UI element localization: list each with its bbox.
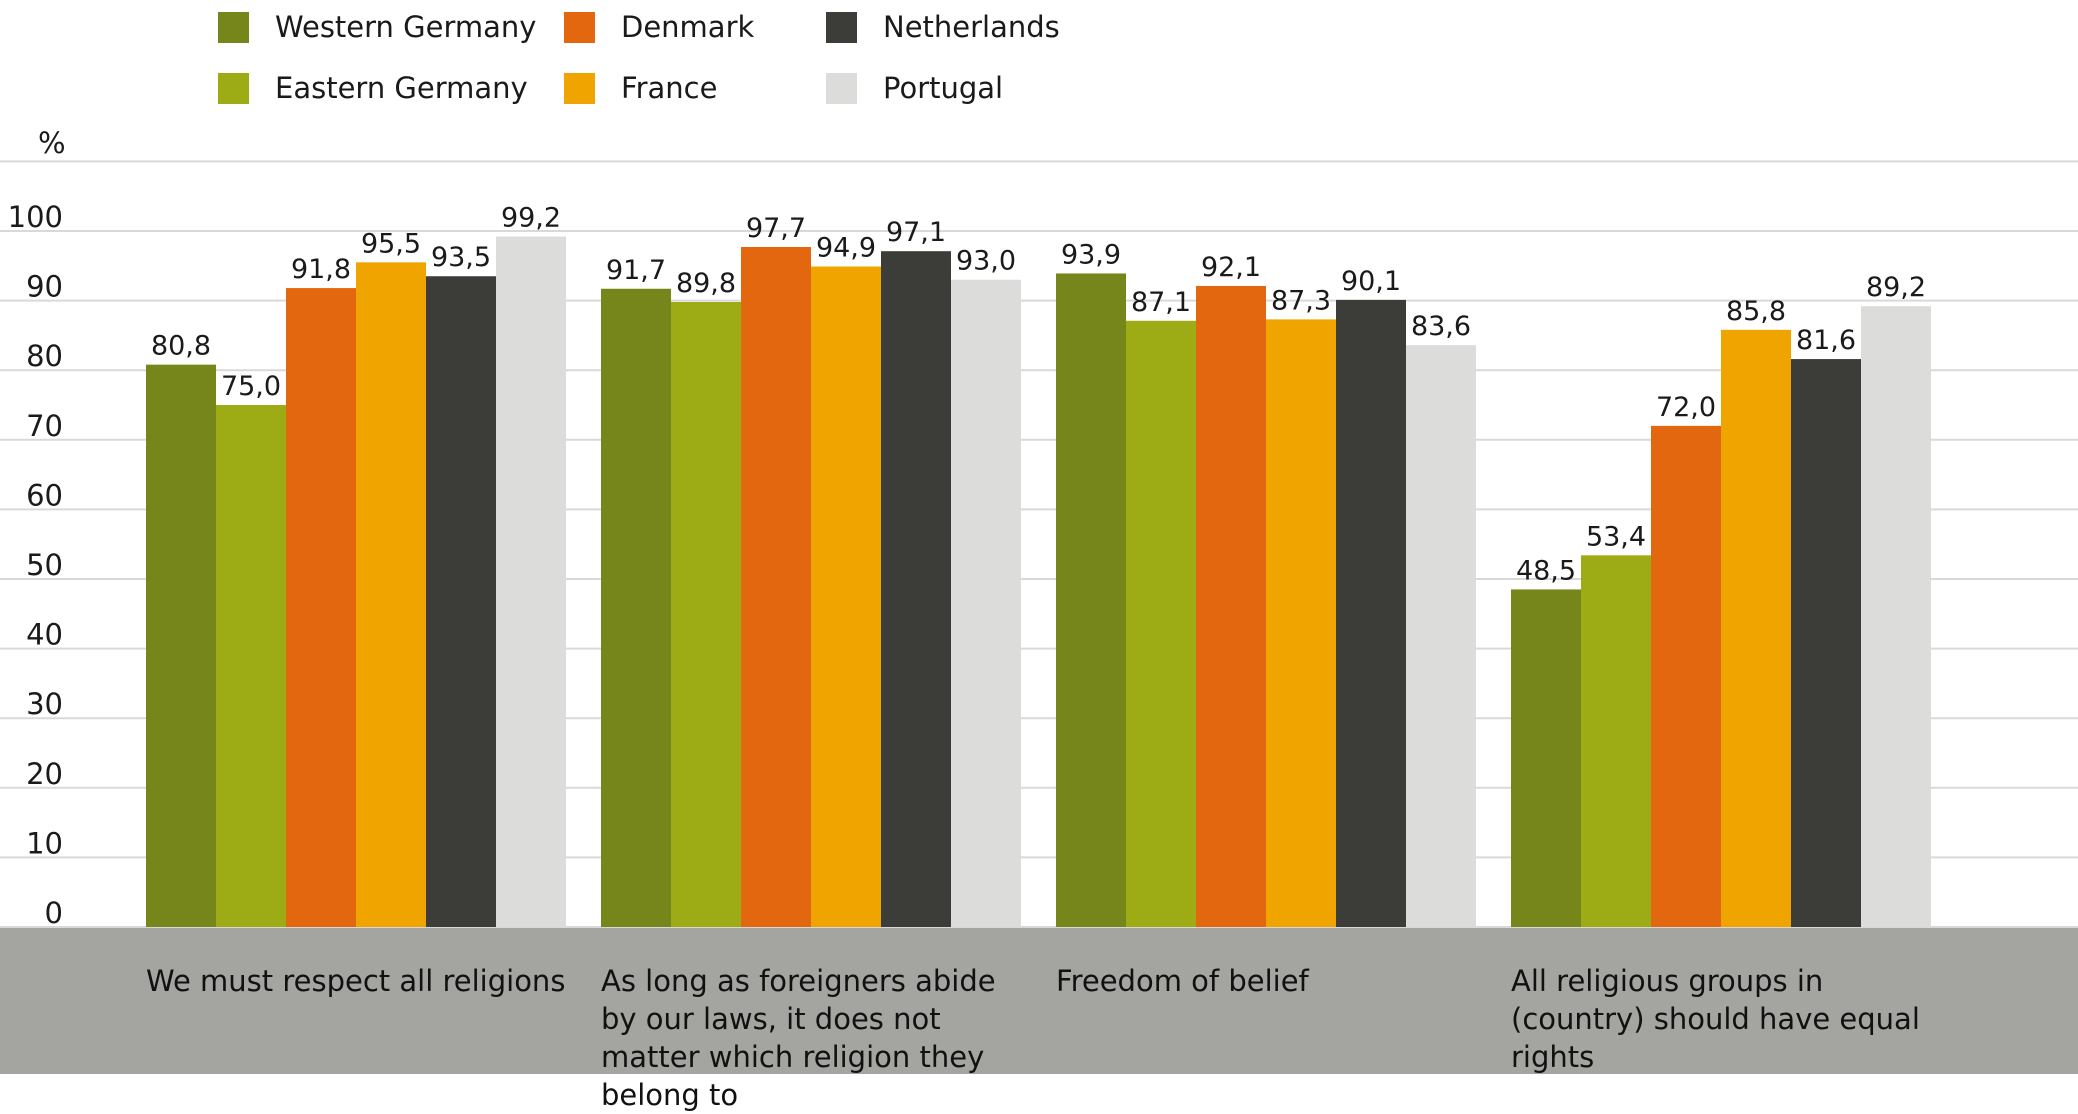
legend-swatch (218, 72, 249, 104)
x-axis-band (0, 927, 2078, 1074)
bar (286, 288, 356, 927)
bar (951, 279, 1021, 928)
y-tick-label: 20 (26, 757, 63, 791)
data-label: 93,0 (956, 246, 1016, 277)
bar (496, 236, 566, 927)
data-label: 97,7 (746, 213, 806, 244)
legend-item: Netherlands (826, 10, 1060, 44)
legend-swatch (826, 11, 857, 43)
bar (1511, 589, 1581, 927)
data-label: 87,1 (1131, 287, 1191, 318)
legend-swatch (826, 72, 857, 104)
legend-item: Denmark (564, 10, 754, 44)
data-label: 48,5 (1516, 555, 1576, 586)
legend-swatch (564, 72, 595, 104)
y-tick-label: 50 (26, 548, 63, 582)
legend-label: Netherlands (883, 10, 1060, 44)
bar (1056, 273, 1126, 927)
x-category-label: As long as foreigners abide by our laws,… (601, 964, 996, 1112)
bar (216, 405, 286, 927)
data-label: 93,5 (431, 242, 491, 273)
y-tick-label: 0 (45, 896, 63, 930)
bar (1581, 555, 1651, 927)
bar (881, 251, 951, 927)
bar (356, 262, 426, 927)
data-labels: 80,8 91,7 93,9 48,5 75,0 89,8 87,1 53,4 91,8 97,7… (151, 203, 1926, 587)
bar (1126, 320, 1196, 927)
x-category-label: Freedom of belief (1056, 964, 1309, 998)
data-label: 75,0 (221, 371, 281, 402)
bars (146, 236, 1931, 928)
data-label: 97,1 (886, 217, 946, 248)
legend-label: France (621, 71, 718, 105)
bar (1196, 285, 1266, 927)
data-label: 90,1 (1341, 266, 1401, 297)
x-category-label: All religious groups in (country) should… (1511, 964, 1920, 1074)
data-label: 53,4 (1586, 521, 1646, 552)
legend-item: Portugal (826, 71, 1003, 105)
bar (671, 301, 741, 927)
legend-item: Eastern Germany (218, 71, 528, 105)
y-tick-label: 70 (26, 409, 63, 443)
legend-label: Denmark (621, 10, 755, 44)
legend-swatch (218, 11, 249, 43)
legend-label: Eastern Germany (275, 71, 528, 105)
bar (601, 288, 671, 927)
y-tick-label: 10 (26, 826, 63, 860)
data-label: 92,1 (1201, 252, 1261, 283)
legend-label: Western Germany (275, 10, 537, 44)
y-tick-label: 60 (26, 478, 63, 512)
legend-swatch (564, 11, 595, 43)
y-tick-label: 80 (26, 339, 63, 373)
bar-chart: 0 10 20 30 40 50 60 70 80 90 100 % 80,8 91,7 93,9 48,… (0, 126, 2078, 1074)
data-label: 81,6 (1796, 325, 1856, 356)
legend-item: France (564, 71, 717, 105)
y-axis-ticks: 0 10 20 30 40 50 60 70 80 90 100 (8, 200, 63, 930)
legend-item: Western Germany (218, 10, 536, 44)
y-axis-label: % (38, 126, 66, 160)
bar (426, 276, 496, 927)
y-tick-label: 100 (8, 200, 63, 234)
data-label: 80,8 (151, 331, 211, 362)
bar (1266, 319, 1336, 928)
bar (1791, 359, 1861, 928)
bar (1406, 345, 1476, 927)
data-label: 72,0 (1656, 392, 1716, 423)
data-label: 85,8 (1726, 296, 1786, 327)
y-tick-label: 90 (26, 270, 63, 304)
legend-label: Portugal (883, 71, 1004, 105)
data-label: 99,2 (501, 203, 561, 234)
y-tick-label: 40 (26, 618, 63, 652)
bar (741, 247, 811, 927)
bar (1861, 306, 1931, 928)
data-label: 94,9 (816, 232, 876, 263)
x-category-label: We must respect all religions (146, 964, 566, 998)
data-label: 95,5 (361, 228, 421, 259)
bar (146, 364, 216, 928)
y-tick-label: 30 (26, 687, 63, 721)
data-label: 83,6 (1411, 311, 1471, 342)
data-label: 91,8 (291, 254, 351, 285)
data-label: 91,7 (606, 255, 666, 286)
bar (811, 266, 881, 928)
bar (1336, 299, 1406, 927)
bar (1721, 329, 1791, 927)
data-label: 89,2 (1866, 272, 1926, 303)
data-label: 89,8 (676, 268, 736, 299)
bar (1651, 425, 1721, 927)
data-label: 87,3 (1271, 285, 1331, 316)
data-label: 93,9 (1061, 239, 1121, 270)
